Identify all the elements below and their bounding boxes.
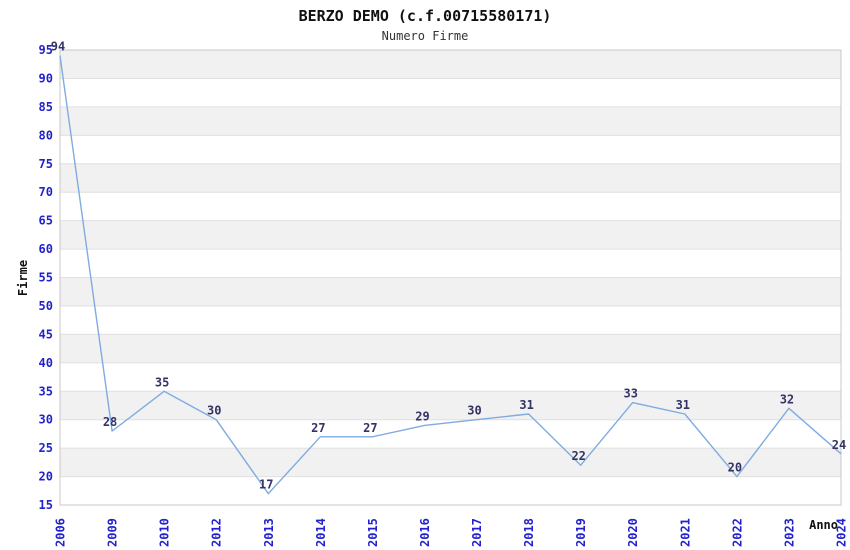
point-label-2013: 17: [259, 478, 273, 492]
y-tick-35: 35: [39, 384, 53, 398]
point-label-2018: 31: [519, 398, 533, 412]
point-label-2021: 31: [676, 398, 690, 412]
x-tick-2013: 2013: [262, 518, 276, 547]
point-label-2006: 94: [51, 40, 65, 54]
x-tick-2012: 2012: [210, 518, 224, 547]
y-tick-55: 55: [39, 271, 53, 285]
x-axis-ticks-layer: 2006 2009 2010 2012 2013 2014 2015 2016 2017 2018…: [54, 518, 849, 547]
x-tick-2019: 2019: [574, 518, 588, 547]
point-label-2016: 29: [415, 409, 429, 423]
point-label-2009: 28: [103, 415, 117, 429]
point-label-2019: 22: [571, 449, 585, 463]
y-tick-70: 70: [39, 185, 53, 199]
y-tick-60: 60: [39, 242, 53, 256]
y-tick-90: 90: [39, 71, 53, 85]
grid-band: [60, 448, 841, 477]
x-tick-2024: 2024: [835, 518, 849, 547]
x-tick-2014: 2014: [314, 518, 328, 547]
plot-border: [59, 49, 842, 506]
y-tick-80: 80: [39, 128, 53, 142]
grid-bands-layer: [60, 50, 841, 477]
grid-band: [60, 277, 841, 306]
y-tick-30: 30: [39, 413, 53, 427]
grid-band: [60, 163, 841, 193]
grid-band: [60, 106, 841, 136]
point-labels-layer: 94 28 35 30 17 27 27 29 30 31 22 33 31 20 32 24: [51, 40, 846, 492]
y-tick-45: 45: [39, 327, 53, 341]
y-tick-20: 20: [39, 470, 53, 484]
y-tick-95: 95: [39, 43, 53, 57]
grid-band: [60, 334, 841, 363]
x-tick-2020: 2020: [626, 518, 640, 547]
point-label-2023: 32: [780, 392, 794, 406]
point-label-2015: 27: [363, 421, 377, 435]
y-axis-ticks-layer: 15 20 25 30 35 40 45 50 55 60 65 70 75 80 85 90 95: [39, 43, 53, 512]
x-tick-2017: 2017: [470, 518, 484, 547]
y-tick-50: 50: [39, 299, 53, 313]
point-label-2012: 30: [207, 404, 221, 418]
x-tick-2006: 2006: [54, 518, 68, 547]
y-tick-65: 65: [39, 214, 53, 228]
grid-band: [60, 50, 841, 79]
x-axis-title: Anno: [809, 518, 838, 532]
x-tick-2023: 2023: [782, 518, 796, 547]
y-tick-15: 15: [39, 498, 53, 512]
y-tick-40: 40: [39, 356, 53, 370]
plot-border-layer: [59, 49, 842, 506]
series-layer: [59, 55, 842, 495]
grid-band: [60, 391, 841, 420]
x-tick-2021: 2021: [678, 518, 692, 547]
point-label-2014: 27: [311, 421, 325, 435]
y-tick-85: 85: [39, 100, 53, 114]
series-line: [59, 55, 842, 495]
x-tick-2010: 2010: [158, 518, 172, 547]
point-label-2017: 30: [467, 404, 481, 418]
y-tick-75: 75: [39, 157, 53, 171]
point-label-2024: 24: [832, 438, 846, 452]
grid-band: [60, 220, 841, 250]
x-tick-2022: 2022: [730, 518, 744, 547]
y-tick-25: 25: [39, 441, 53, 455]
chart-title: BERZO DEMO (c.f.00715580171): [299, 7, 552, 25]
x-tick-2009: 2009: [106, 518, 120, 547]
y-axis-title: Firme: [16, 260, 30, 296]
point-label-2010: 35: [155, 375, 169, 389]
x-tick-2018: 2018: [522, 518, 536, 547]
x-tick-2015: 2015: [366, 518, 380, 547]
chart-subtitle: Numero Firme: [382, 29, 469, 43]
point-label-2022: 20: [728, 461, 742, 475]
point-label-2020: 33: [624, 387, 638, 401]
x-tick-2016: 2016: [418, 518, 432, 547]
